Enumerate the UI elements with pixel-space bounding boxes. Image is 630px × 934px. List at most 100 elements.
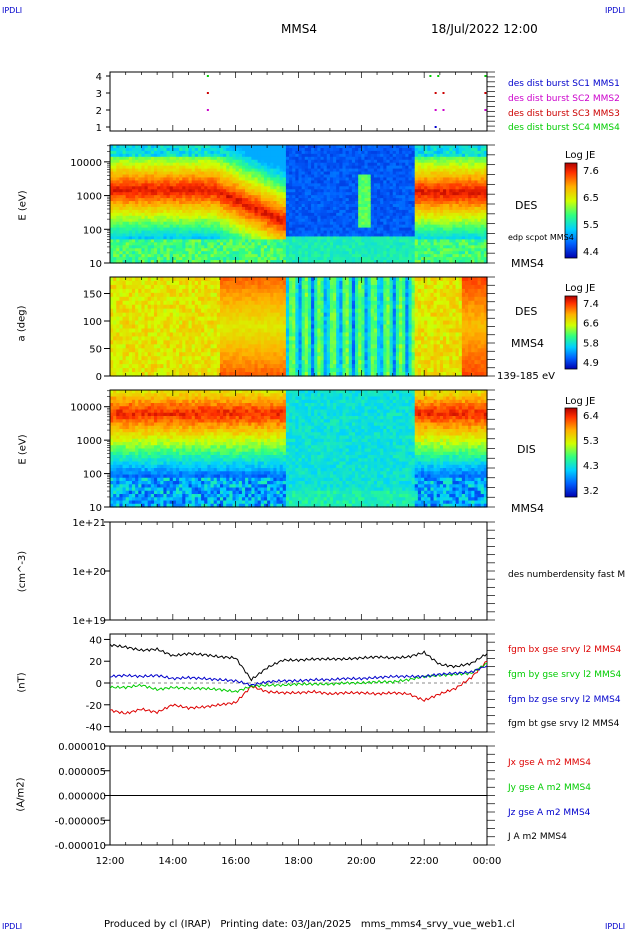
des-energy-heatmap-cell (263, 239, 268, 243)
des-energy-heatmap-cell (263, 174, 268, 179)
des-energy-heatmap-cell (411, 171, 416, 176)
des-energy-heatmap-cell (119, 230, 124, 235)
des-energy-heatmap-cell (411, 251, 416, 255)
des-energy-heatmap-cell (191, 239, 196, 243)
des-energy-heatmap-cell (402, 209, 406, 214)
des-energy-heatmap-cell (414, 260, 419, 264)
des-energy-heatmap-cell (248, 251, 252, 255)
des-energy-heatmap-cell (408, 260, 413, 264)
des-energy-heatmap-cell (392, 224, 397, 229)
des-energy-heatmap-cell (285, 201, 290, 205)
des-energy-heatmap-cell (361, 174, 366, 179)
des-energy-heatmap-cell (386, 189, 391, 193)
des-energy-heatmap-cell (408, 201, 413, 205)
des-energy-heatmap-cell (348, 198, 353, 202)
des-energy-heatmap-cell (348, 224, 353, 229)
des-energy-heatmap-cell (113, 189, 117, 193)
des-energy-heatmap-cell (399, 162, 403, 167)
des-energy-heatmap-cell (166, 212, 171, 217)
des-energy-heatmap-cell (194, 156, 199, 161)
des-energy-heatmap-cell (279, 165, 284, 170)
des-energy-heatmap-cell (436, 162, 441, 167)
des-energy-heatmap-cell (301, 162, 306, 167)
des-energy-heatmap-cell (273, 251, 278, 255)
des-energy-heatmap-cell (260, 248, 265, 252)
des-energy-heatmap-cell (427, 212, 432, 217)
des-energy-heatmap-cell (417, 195, 422, 199)
des-energy-heatmap-cell (380, 218, 384, 223)
des-energy-heatmap-cell (342, 201, 347, 205)
des-energy-heatmap-cell (197, 183, 202, 187)
des-energy-heatmap-cell (235, 260, 240, 264)
des-energy-heatmap-cell (257, 180, 262, 184)
des-energy-heatmap-cell (276, 150, 281, 155)
des-energy-heatmap-cell (339, 218, 344, 223)
des-energy-heatmap-cell (191, 189, 196, 193)
des-energy-heatmap-cell (213, 145, 218, 149)
des-energy-heatmap-cell (144, 242, 149, 246)
des-energy-heatmap-cell (219, 236, 224, 240)
des-energy-heatmap-cell (194, 177, 199, 181)
des-energy-heatmap-cell (307, 186, 312, 190)
des-energy-heatmap-cell (138, 192, 143, 196)
des-energy-heatmap-cell (138, 242, 143, 246)
des-energy-heatmap-cell (392, 189, 397, 193)
des-energy-heatmap-cell (182, 212, 186, 217)
des-energy-heatmap-cell (436, 180, 441, 184)
des-energy-heatmap-cell (160, 165, 165, 170)
des-energy-heatmap-cell (141, 162, 146, 167)
des-energy-heatmap-cell (386, 162, 391, 167)
des-energy-heatmap-cell (182, 145, 186, 149)
des-energy-heatmap-cell (116, 198, 121, 202)
des-energy-heatmap-cell (113, 162, 117, 167)
des-energy-heatmap-cell (323, 183, 328, 187)
des-energy-heatmap-cell (339, 206, 344, 211)
des-energy-heatmap-cell (361, 168, 366, 173)
des-energy-heatmap-cell (295, 230, 300, 235)
des-energy-heatmap-cell (131, 206, 136, 211)
des-energy-heatmap-cell (424, 260, 428, 264)
des-energy-heatmap-cell (399, 153, 403, 158)
des-energy-heatmap-cell (314, 242, 318, 246)
des-energy-heatmap-cell (329, 192, 334, 196)
des-energy-heatmap-cell (270, 221, 274, 226)
des-energy-heatmap-cell (182, 156, 186, 161)
des-energy-heatmap-cell (411, 215, 416, 220)
des-energy-heatmap-cell (157, 159, 161, 164)
des-energy-heatmap-cell (245, 245, 249, 249)
corner-label-bottom-right: IPDLI (605, 922, 626, 931)
des-energy-heatmap-cell (301, 186, 306, 190)
des-energy-heatmap-cell (295, 206, 300, 211)
des-energy-heatmap-cell (339, 227, 344, 232)
des-energy-heatmap-cell (298, 251, 303, 255)
des-energy-heatmap-cell (226, 177, 230, 181)
des-energy-heatmap-cell (380, 162, 384, 167)
des-energy-heatmap-cell (414, 212, 419, 217)
des-energy-heatmap-cell (295, 147, 300, 152)
des-energy-heatmap-cell (292, 195, 296, 199)
des-energy-heatmap-cell (150, 209, 155, 214)
des-energy-heatmap-cell (150, 251, 155, 255)
des-energy-heatmap-cell (110, 239, 114, 243)
des-energy-heatmap-cell (333, 242, 337, 246)
des-energy-heatmap-cell (323, 215, 328, 220)
des-energy-heatmap-cell (424, 245, 428, 249)
des-energy-heatmap-cell (175, 159, 180, 164)
des-energy-heatmap-cell (238, 209, 243, 214)
des-energy-heatmap-cell (116, 186, 121, 190)
des-energy-heatmap-cell (110, 233, 114, 238)
des-energy-heatmap-cell (185, 174, 190, 179)
des-energy-heatmap-cell (417, 150, 422, 155)
des-energy-heatmap-cell (314, 212, 318, 217)
des-energy-heatmap-cell (414, 251, 419, 255)
des-energy-heatmap-cell (219, 171, 224, 176)
des-energy-heatmap-cell (289, 239, 293, 243)
des-energy-heatmap-cell (320, 260, 325, 264)
des-energy-heatmap-cell (383, 145, 388, 149)
des-energy-heatmap-cell (326, 230, 331, 235)
des-energy-heatmap-cell (251, 233, 256, 238)
des-energy-heatmap-cell (270, 189, 274, 193)
des-energy-heatmap-cell (175, 224, 180, 229)
des-energy-heatmap-cell (351, 186, 356, 190)
des-energy-heatmap-cell (333, 174, 337, 179)
